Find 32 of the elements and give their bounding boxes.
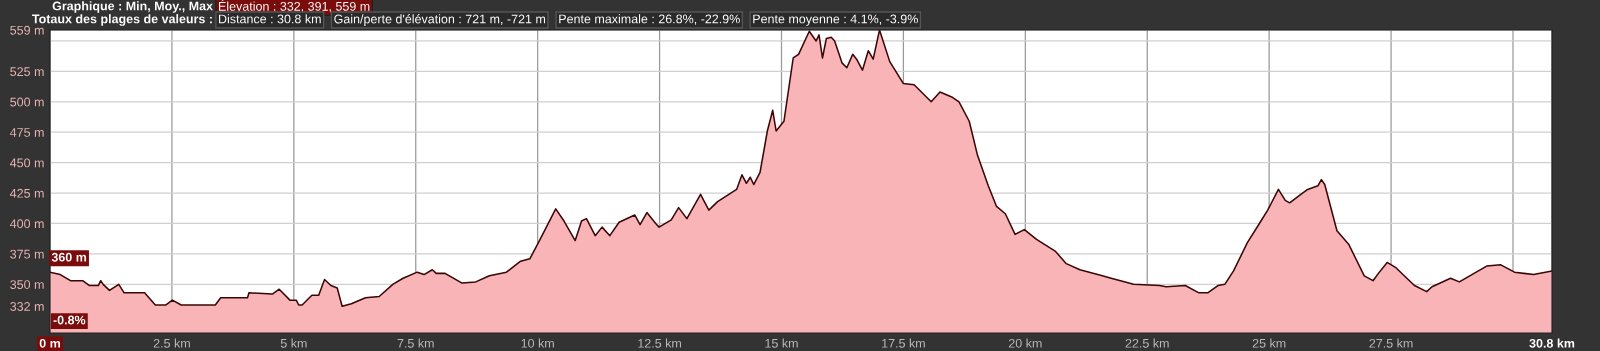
y-tick-label: 425 m bbox=[9, 188, 44, 198]
text: Distance : 30.8 km bbox=[219, 14, 321, 24]
text: Élevation : 332, 391, 559 m bbox=[219, 0, 370, 13]
y-tick-label: 525 m bbox=[10, 67, 44, 77]
text: Totaux des plages de valeurs : bbox=[32, 14, 212, 26]
x-tick-label: 5 km bbox=[280, 338, 307, 348]
y-tick-label: 400 m bbox=[9, 219, 44, 229]
x-tick-label: 10 km bbox=[521, 338, 554, 348]
y-tick-label: 559 m bbox=[10, 25, 44, 35]
x-tick-label: 25 km bbox=[1252, 338, 1286, 348]
x-tick-label: 15 km bbox=[765, 338, 798, 348]
text: Gain/perte d'élévation : 721 m, -721 m bbox=[334, 14, 546, 26]
y-tick-label: 475 m bbox=[9, 128, 44, 137]
x-tick-label: 7.5 km bbox=[397, 338, 434, 348]
y-tick-label: 332 m bbox=[10, 302, 44, 311]
x-tick-label: 17.5 km bbox=[882, 338, 925, 348]
text: Pente maximale : 26.8%, -22.9% bbox=[559, 14, 740, 25]
x-tick-label: 30.8 km bbox=[1529, 338, 1575, 348]
x-tick-label: 12.5 km bbox=[638, 338, 681, 348]
x-tick-label: 27.5 km bbox=[1369, 338, 1413, 348]
y-tick-label: 375 m bbox=[10, 249, 44, 259]
y-tick-label: 350 m bbox=[10, 280, 44, 289]
annotation: -0.8% bbox=[53, 315, 86, 325]
x-tick-label: 22.5 km bbox=[1125, 338, 1169, 348]
text: Graphique : Min, Moy., Max bbox=[52, 1, 213, 13]
x-tick-label: 2.5 km bbox=[153, 338, 190, 348]
y-tick-label: 450 m bbox=[9, 158, 44, 168]
text: Pente moyenne : 4.1%, -3.9% bbox=[753, 14, 918, 26]
annotation: 360 m bbox=[51, 252, 87, 262]
x-tick-label: 20 km bbox=[1008, 338, 1042, 348]
x-tick-label: 0 m bbox=[39, 338, 60, 348]
y-tick-label: 500 m bbox=[10, 97, 44, 107]
